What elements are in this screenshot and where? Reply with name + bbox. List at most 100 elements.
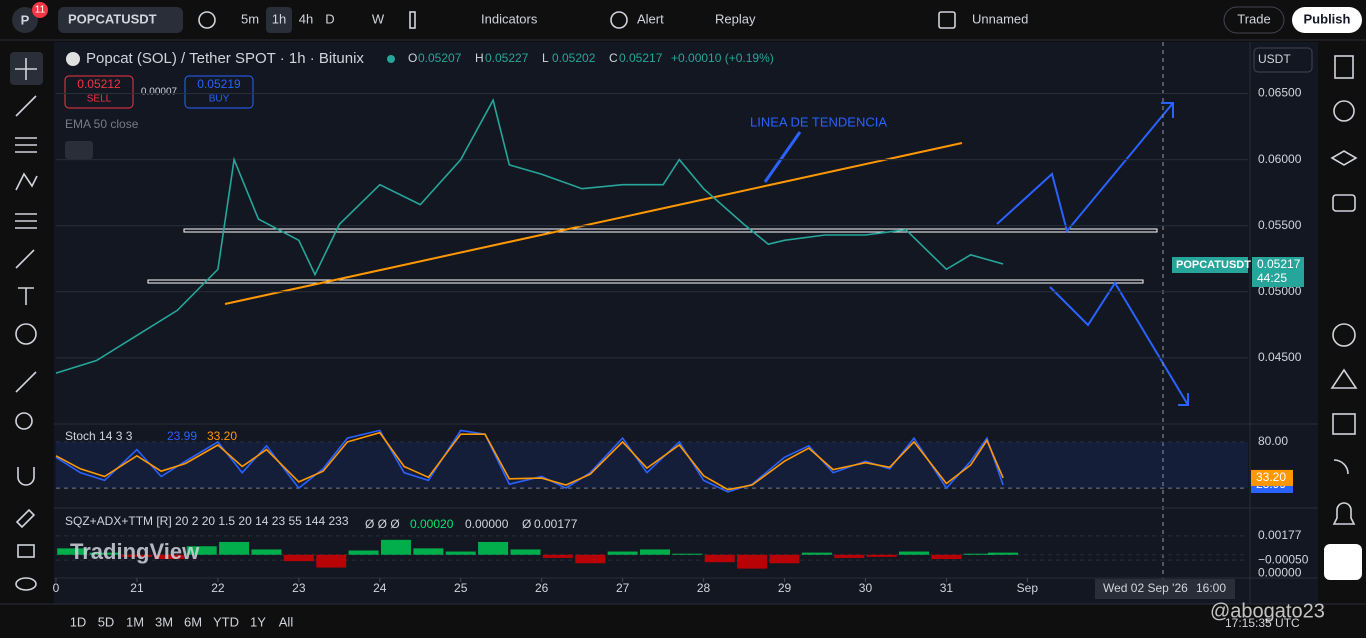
currency-select[interactable] bbox=[1253, 47, 1313, 73]
histogram-bar bbox=[413, 548, 444, 555]
currency: USDT bbox=[1258, 52, 1291, 66]
last-price: 0.05217 bbox=[1257, 257, 1301, 271]
histogram-bar bbox=[348, 550, 379, 555]
spread: 0.00007 bbox=[141, 87, 178, 98]
x-tick-label: 0 bbox=[53, 581, 60, 595]
legend-value: 0.00000 bbox=[465, 517, 509, 531]
x-tick-label: 23 bbox=[292, 581, 306, 595]
market-status bbox=[387, 55, 395, 63]
histogram-bar bbox=[988, 552, 1019, 555]
histogram-bar bbox=[769, 554, 800, 564]
indicators[interactable]: Indicators bbox=[481, 11, 538, 26]
interval[interactable]: 4h bbox=[299, 11, 313, 26]
x-tick-label: Sep bbox=[1017, 581, 1039, 595]
y-tick-label: 0.06000 bbox=[1258, 152, 1302, 166]
layout-icon[interactable] bbox=[938, 11, 956, 29]
histogram-bar bbox=[510, 549, 541, 555]
legend-value: 23.99 bbox=[167, 429, 197, 443]
legend-value: Ø bbox=[522, 517, 531, 531]
legend-value: 0.00020 bbox=[410, 517, 454, 531]
sell-box[interactable] bbox=[64, 75, 134, 109]
range[interactable]: 1D bbox=[70, 614, 87, 629]
indicator-title: SQZ+ADX+TTM [R] 20 2 20 1.5 20 14 23 55 … bbox=[65, 514, 349, 528]
range[interactable]: 5D bbox=[98, 614, 115, 629]
interval[interactable]: D bbox=[325, 11, 334, 26]
histogram-bar bbox=[866, 554, 897, 557]
buy-box[interactable] bbox=[184, 75, 254, 109]
ohlc-key: L bbox=[542, 51, 549, 65]
chart-type-icon[interactable] bbox=[409, 11, 416, 29]
range[interactable]: All bbox=[279, 614, 294, 629]
histogram-bar bbox=[737, 554, 768, 569]
y-tick-label: 0.06500 bbox=[1258, 86, 1302, 100]
range[interactable]: 6M bbox=[184, 614, 202, 629]
histogram-bar bbox=[607, 551, 638, 555]
histogram-bar bbox=[57, 548, 88, 555]
badge-count: 11 bbox=[35, 5, 46, 16]
trade-button[interactable] bbox=[1223, 6, 1285, 34]
y-tick-label: 0.05500 bbox=[1258, 218, 1302, 232]
y-tick-label: 0.00000 bbox=[1258, 565, 1302, 579]
layout-name[interactable]: Unnamed bbox=[972, 11, 1028, 26]
series-line bbox=[55, 98, 1004, 374]
collapse-button[interactable] bbox=[65, 141, 93, 159]
x-tick-label: 27 bbox=[616, 581, 630, 595]
price-tag bbox=[1252, 257, 1304, 287]
interval[interactable]: W bbox=[372, 11, 385, 26]
y-tick-label: 0.04500 bbox=[1258, 350, 1302, 364]
symbol-tag-text: POPCATUSDT bbox=[1176, 259, 1251, 271]
histogram-bar bbox=[251, 549, 282, 555]
indicator-title: Stoch 14 3 3 bbox=[65, 429, 133, 443]
ema-legend: EMA 50 close bbox=[65, 117, 139, 131]
symbol: POPCATUSDT bbox=[68, 11, 157, 26]
y-tick-label: 0.00177 bbox=[1258, 528, 1302, 542]
symbol-search[interactable] bbox=[58, 7, 183, 33]
series-line bbox=[55, 431, 1004, 491]
publish-button[interactable] bbox=[1292, 7, 1362, 33]
buy-price: 0.05219 bbox=[197, 77, 241, 91]
histogram-bar bbox=[640, 549, 670, 555]
ohlc-value: 0.05207 bbox=[418, 51, 462, 65]
ohlc-key: H bbox=[475, 51, 484, 65]
legend-value: 0.00177 bbox=[534, 517, 578, 531]
publish[interactable]: Publish bbox=[1304, 11, 1351, 26]
y-tick-label: 80.00 bbox=[1258, 434, 1288, 448]
range[interactable]: 1Y bbox=[250, 614, 266, 629]
histogram-bar bbox=[445, 551, 476, 555]
drawings bbox=[147, 42, 1189, 600]
apps-button[interactable] bbox=[1324, 544, 1362, 580]
range[interactable]: 1M bbox=[126, 614, 144, 629]
range[interactable]: 3M bbox=[155, 614, 173, 629]
trade[interactable]: Trade bbox=[1237, 11, 1270, 26]
histogram-bar bbox=[89, 552, 120, 555]
histogram-bar bbox=[931, 554, 962, 560]
histogram-bar bbox=[186, 546, 217, 555]
ohlc-value: 0.05217 bbox=[619, 51, 663, 65]
watermark: TradingView bbox=[70, 539, 200, 564]
ohlc-key: O bbox=[408, 51, 417, 65]
user-watermark: @abogato23 bbox=[1210, 600, 1325, 622]
histogram-bar bbox=[899, 551, 930, 555]
avatar[interactable] bbox=[12, 7, 38, 33]
symbol-title: Popcat (SOL) / Tether SPOT · 1h · Bituni… bbox=[86, 50, 364, 67]
replay[interactable]: Replay bbox=[715, 11, 756, 26]
interval[interactable]: 5m bbox=[241, 11, 259, 26]
alert[interactable]: Alert bbox=[637, 11, 664, 26]
interval[interactable]: 1h bbox=[272, 11, 286, 26]
symbol-logo bbox=[66, 52, 80, 66]
crosshair-label bbox=[1095, 579, 1235, 599]
add-icon[interactable] bbox=[198, 11, 216, 29]
crosshair-time: 16:00 bbox=[1196, 581, 1226, 595]
sell-price: 0.05212 bbox=[77, 77, 121, 91]
countdown: 44:25 bbox=[1257, 271, 1287, 285]
annotation: LINEA DE TENDENCIA bbox=[750, 114, 887, 129]
symbol-tag bbox=[1172, 257, 1248, 273]
alert-icon[interactable] bbox=[610, 11, 628, 29]
range[interactable]: YTD bbox=[213, 614, 239, 629]
histogram-bar bbox=[834, 554, 865, 558]
x-tick-label: 28 bbox=[697, 581, 711, 595]
right-tools bbox=[1330, 55, 1358, 525]
crosshair-date: Wed 02 Sep '26 bbox=[1103, 581, 1188, 595]
histogram-bar bbox=[704, 554, 735, 563]
x-tick-label: 22 bbox=[211, 581, 225, 595]
